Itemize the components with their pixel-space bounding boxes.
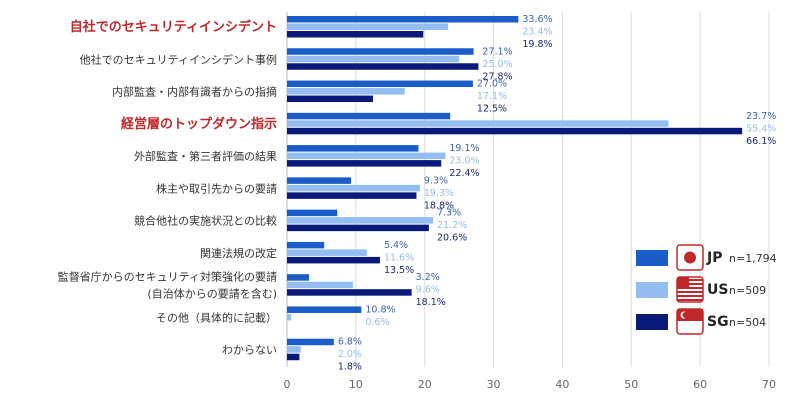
x-tick-label: 50 xyxy=(624,378,638,391)
legend-label: JP xyxy=(706,250,722,266)
legend-swatch xyxy=(636,250,668,266)
bar-sg xyxy=(287,353,300,361)
bar-us xyxy=(287,184,420,192)
data-label: 27.1% xyxy=(482,46,512,57)
data-label: 23.0% xyxy=(449,156,479,167)
x-tick-label: 70 xyxy=(762,378,776,391)
x-tick-label: 20 xyxy=(418,378,432,391)
bar-us xyxy=(287,152,446,160)
data-label: 20.6% xyxy=(437,233,467,244)
legend-swatch xyxy=(636,314,668,330)
data-label: 6.8% xyxy=(338,337,362,348)
bar-us xyxy=(287,249,367,256)
category-label: 他社でのセキュリティインシデント事例 xyxy=(80,52,277,66)
bar-jp xyxy=(287,338,334,346)
data-label: 1.8% xyxy=(338,362,362,373)
data-label: 22.4% xyxy=(449,168,479,179)
bar-us xyxy=(287,120,669,127)
bar-sg xyxy=(287,95,374,103)
bar-jp xyxy=(287,112,451,120)
data-label: 23.7% xyxy=(746,111,776,122)
data-label: 7.3% xyxy=(437,208,461,219)
bar-us xyxy=(287,88,405,95)
bar-jp xyxy=(287,80,473,88)
flag-jp-icon xyxy=(676,244,704,271)
x-tick-label: 40 xyxy=(555,378,569,391)
data-label: 0.6% xyxy=(365,317,389,328)
category-label: 競合他社の実施状況との比較 xyxy=(134,214,277,228)
bar-jp xyxy=(287,145,419,152)
bar-sg xyxy=(287,256,380,264)
bar-us xyxy=(287,346,301,353)
bar-sg xyxy=(287,160,442,167)
data-label: 19.8% xyxy=(522,39,552,50)
category-label: 外部監査・第三者評価の結果 xyxy=(134,149,277,163)
bar-jp xyxy=(287,209,338,217)
category-label: わからない xyxy=(222,344,277,357)
bar-sg xyxy=(287,127,743,135)
legend-label: SG xyxy=(707,314,729,330)
data-label: 9.3% xyxy=(424,175,448,186)
data-label: 17.1% xyxy=(477,91,507,102)
data-label: 3.2% xyxy=(416,272,440,283)
data-label: 23.4% xyxy=(522,27,552,38)
data-label: 10.8% xyxy=(365,304,395,315)
flag-sg-icon xyxy=(676,308,704,335)
data-label: 33.6% xyxy=(522,14,552,25)
data-label: 2.0% xyxy=(338,349,362,360)
x-tick-label: 30 xyxy=(487,378,501,391)
bar-sg xyxy=(287,63,479,70)
category-label: 関連法規の改定 xyxy=(200,246,277,260)
bar-us xyxy=(287,313,292,321)
bar-us xyxy=(287,217,433,224)
data-label: 25.0% xyxy=(482,59,512,70)
legend-n: n=509 xyxy=(729,284,766,297)
bar-sg xyxy=(287,224,429,232)
data-label: 18.8% xyxy=(424,200,454,211)
data-label: 12.5% xyxy=(477,104,507,115)
category-label: 株主や取引先からの要請 xyxy=(156,181,277,195)
data-label: 19.1% xyxy=(449,143,479,154)
data-label: 21.2% xyxy=(437,220,467,231)
bar-jp xyxy=(287,274,310,281)
category-label: 内部監査・内部有識者からの指摘 xyxy=(112,85,277,99)
data-label: 27.0% xyxy=(477,79,507,90)
category-label: 自社でのセキュリティインシデント xyxy=(70,19,277,35)
data-label: 13.5% xyxy=(384,265,414,276)
bar-us xyxy=(287,281,354,289)
bar-us xyxy=(287,23,449,30)
category-label: 監督省庁からのセキュリティ対策強化の要請 xyxy=(58,270,277,284)
x-tick-label: 60 xyxy=(693,378,707,391)
bar-jp xyxy=(287,306,362,313)
bar-us xyxy=(287,55,460,63)
bar-jp xyxy=(287,241,325,249)
data-label: 27.8% xyxy=(482,71,512,82)
bar-jp xyxy=(287,16,519,23)
bar-sg xyxy=(287,192,417,199)
data-label: 19.3% xyxy=(424,188,454,199)
x-tick-label: 10 xyxy=(349,378,363,391)
data-label: 66.1% xyxy=(746,136,776,147)
category-label: その他（具体的に記載） xyxy=(156,310,277,324)
data-label: 9.6% xyxy=(416,285,440,296)
data-label: 18.1% xyxy=(416,297,446,308)
data-label: 11.6% xyxy=(384,252,414,263)
bar-sg xyxy=(287,31,424,38)
category-label: (自治体からの要請を含む) xyxy=(147,287,277,301)
x-tick-label: 0 xyxy=(284,378,291,391)
data-label: 5.4% xyxy=(384,240,408,251)
category-label: 経営層のトップダウン指示 xyxy=(121,116,277,132)
bar-jp xyxy=(287,177,352,184)
bar-sg xyxy=(287,289,412,296)
legend-n: n=504 xyxy=(729,316,766,329)
legend-swatch xyxy=(636,282,668,298)
flag-us-icon xyxy=(676,276,704,303)
data-label: 55.4% xyxy=(746,123,776,134)
bar-jp xyxy=(287,48,474,55)
legend-n: n=1,794 xyxy=(729,252,777,265)
legend-label: US xyxy=(707,282,728,298)
